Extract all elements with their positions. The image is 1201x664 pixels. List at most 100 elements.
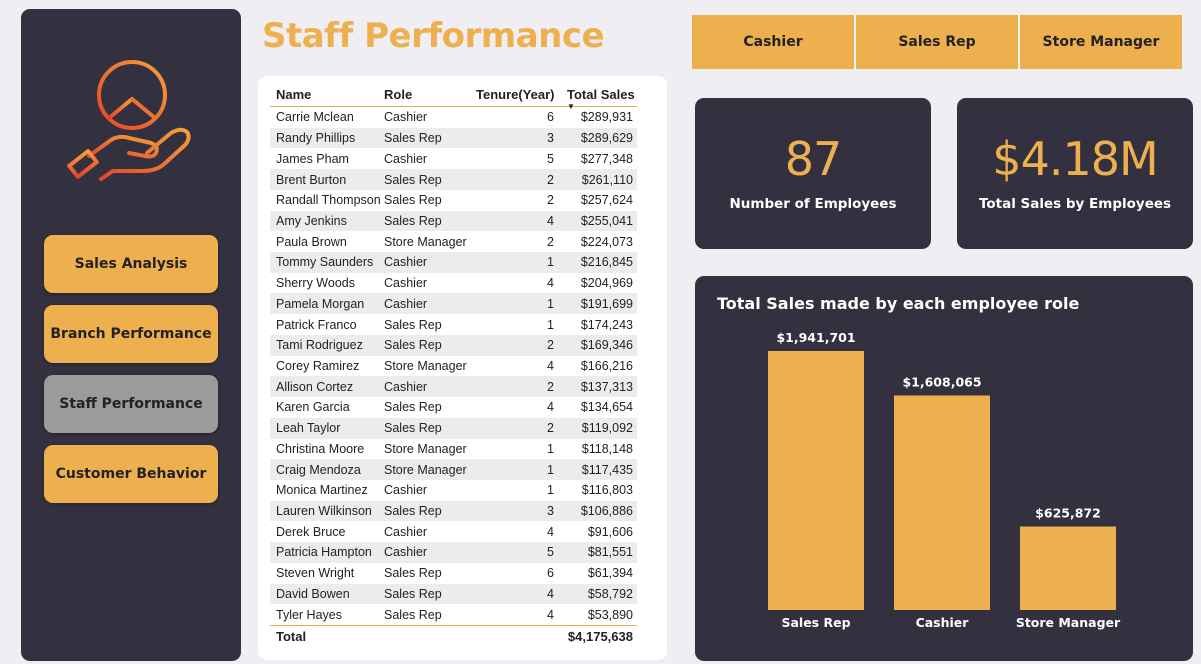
- role-filter-slicer: Cashier Sales Rep Store Manager: [692, 15, 1182, 69]
- table-row[interactable]: Corey Ramirez Store Manager 4 $166,216: [270, 356, 637, 377]
- table-row[interactable]: Tami Rodriguez Sales Rep 2 $169,346: [270, 334, 637, 356]
- table-row[interactable]: Randall Thompson Sales Rep 2 $257,624: [270, 190, 637, 211]
- cell-tenure: 1: [547, 441, 554, 456]
- cell-tenure: 2: [547, 338, 554, 353]
- table-row[interactable]: Patrick Franco Sales Rep 1 $174,243: [270, 314, 637, 335]
- cell-role: Sales Rep: [384, 607, 442, 622]
- nav-sales-analysis-button[interactable]: Sales Analysis: [44, 235, 218, 293]
- cell-total-sales: $119,092: [581, 421, 633, 436]
- cell-tenure: 1: [547, 317, 554, 332]
- cell-name: Karen Garcia: [276, 400, 350, 415]
- bar-sales-rep[interactable]: [768, 351, 864, 610]
- nav-customer-behavior-button[interactable]: Customer Behavior: [44, 445, 218, 503]
- cell-name: Randy Phillips: [276, 131, 356, 146]
- cell-name: Monica Martinez: [276, 483, 368, 498]
- sales-by-role-bar-chart: $1,941,701 Sales Rep $1,608,065 Cashier $625…: [768, 330, 1121, 630]
- cell-name: Brent Burton: [276, 172, 347, 187]
- cell-name: Carrie Mclean: [276, 110, 354, 125]
- table-row[interactable]: Tommy Saunders Cashier 1 $216,845: [270, 252, 637, 273]
- cell-tenure: 1: [547, 296, 554, 311]
- table-row[interactable]: Amy Jenkins Sales Rep 4 $255,041: [270, 210, 637, 232]
- cell-name: Randall Thompson: [276, 193, 381, 208]
- cell-total-sales: $204,969: [580, 276, 633, 291]
- cell-name: Lauren Wilkinson: [276, 504, 372, 519]
- cell-tenure: 5: [547, 151, 554, 166]
- table-row[interactable]: Sherry Woods Cashier 4 $204,969: [270, 273, 637, 294]
- cell-total-sales: $137,313: [580, 379, 633, 394]
- table-row[interactable]: Randy Phillips Sales Rep 3 $289,629: [270, 127, 637, 149]
- cell-total-sales: $174,243: [580, 317, 633, 332]
- table-row[interactable]: Lauren Wilkinson Sales Rep 3 $106,886: [270, 500, 637, 522]
- sort-descending-icon: ▼: [567, 102, 575, 111]
- cell-tenure: 2: [547, 234, 554, 249]
- table-row[interactable]: Karen Garcia Sales Rep 4 $134,654: [270, 397, 637, 418]
- cell-total-sales: $61,394: [587, 566, 633, 581]
- table-row[interactable]: Christina Moore Store Manager 1 $118,148: [270, 439, 637, 460]
- cell-role: Cashier: [384, 483, 428, 498]
- table-row[interactable]: Craig Mendoza Store Manager 1 $117,435: [270, 459, 637, 480]
- filter-sales-rep-button[interactable]: Sales Rep: [856, 15, 1020, 69]
- table-row[interactable]: Carrie Mclean Cashier 6 $289,931: [270, 107, 637, 128]
- sidebar: Sales Analysis Branch Performance Staff …: [21, 9, 241, 661]
- nav-branch-performance-button[interactable]: Branch Performance: [44, 305, 218, 363]
- cell-tenure: 2: [547, 379, 554, 394]
- table-row[interactable]: Pamela Morgan Cashier 1 $191,699: [270, 293, 637, 315]
- cell-tenure: 2: [547, 421, 554, 436]
- kpi-total-sales-value: $4.18M: [992, 131, 1158, 186]
- cell-role: Cashier: [384, 524, 428, 539]
- cell-tenure: 4: [547, 607, 554, 622]
- cell-total-sales: $116,803: [581, 483, 633, 498]
- cell-total-sales: $81,551: [587, 545, 633, 560]
- kpi-total-sales-label: Total Sales by Employees: [978, 195, 1172, 212]
- kpi-employees-value: 87: [784, 131, 843, 186]
- cell-name: Christina Moore: [276, 441, 365, 456]
- cell-name: Leah Taylor: [276, 421, 341, 436]
- cell-total-sales: $216,845: [580, 255, 633, 270]
- cell-tenure: 1: [547, 462, 554, 477]
- cell-total-sales: $191,699: [580, 296, 633, 311]
- cell-name: Allison Cortez: [276, 379, 354, 394]
- staff-table: Name Role Tenure(Year) Total Sales ▼ Car…: [270, 80, 637, 647]
- cell-tenure: 3: [547, 131, 554, 146]
- x-axis-category-label: Store Manager: [1016, 615, 1121, 630]
- table-row[interactable]: Tyler Hayes Sales Rep 4 $53,890: [270, 604, 637, 625]
- column-header-role[interactable]: Role: [384, 87, 413, 102]
- bar-data-label: $1,941,701: [776, 330, 855, 345]
- cell-role: Sales Rep: [384, 193, 442, 208]
- chart-title: Total Sales made by each employee role: [717, 294, 1080, 313]
- table-row[interactable]: David Bowen Sales Rep 4 $58,792: [270, 583, 637, 605]
- cell-name: Patrick Franco: [276, 317, 357, 332]
- cell-name: Craig Mendoza: [276, 462, 361, 477]
- filter-cashier-button[interactable]: Cashier: [692, 15, 856, 69]
- bar-store-manager[interactable]: [1020, 526, 1116, 610]
- column-header-tenure[interactable]: Tenure(Year): [476, 87, 555, 102]
- table-body: Carrie Mclean Cashier 6 $289,931 Randy Phill…: [270, 107, 637, 625]
- cell-name: Corey Ramirez: [276, 358, 360, 373]
- filter-store-manager-button[interactable]: Store Manager: [1020, 15, 1182, 69]
- table-row[interactable]: James Pham Cashier 5 $277,348: [270, 148, 637, 169]
- total-label: Total: [276, 628, 307, 644]
- cell-tenure: 4: [547, 358, 554, 373]
- table-row[interactable]: Monica Martinez Cashier 1 $116,803: [270, 480, 637, 501]
- cell-name: Derek Bruce: [276, 524, 346, 539]
- table-row[interactable]: Derek Bruce Cashier 4 $91,606: [270, 521, 637, 542]
- column-header-name[interactable]: Name: [276, 87, 312, 102]
- table-row[interactable]: Steven Wright Sales Rep 6 $61,394: [270, 563, 637, 584]
- cell-total-sales: $261,110: [581, 172, 633, 187]
- cell-tenure: 1: [547, 255, 554, 270]
- cell-total-sales: $289,931: [580, 110, 633, 125]
- cell-role: Sales Rep: [384, 586, 442, 601]
- nav-staff-performance-button[interactable]: Staff Performance: [44, 375, 218, 433]
- table-row[interactable]: Patricia Hampton Cashier 5 $81,551: [270, 542, 637, 563]
- column-header-total-sales[interactable]: Total Sales: [567, 87, 635, 102]
- cell-total-sales: $277,348: [580, 151, 633, 166]
- table-row[interactable]: Allison Cortez Cashier 2 $137,313: [270, 376, 637, 398]
- cell-name: Steven Wright: [276, 566, 355, 581]
- cell-role: Sales Rep: [384, 213, 442, 228]
- bar-cashier[interactable]: [894, 395, 990, 610]
- table-row[interactable]: Brent Burton Sales Rep 2 $261,110: [270, 169, 637, 190]
- table-row[interactable]: Leah Taylor Sales Rep 2 $119,092: [270, 417, 637, 439]
- table-row[interactable]: Paula Brown Store Manager 2 $224,073: [270, 231, 637, 252]
- cell-name: Pamela Morgan: [276, 296, 365, 311]
- cell-tenure: 4: [547, 524, 554, 539]
